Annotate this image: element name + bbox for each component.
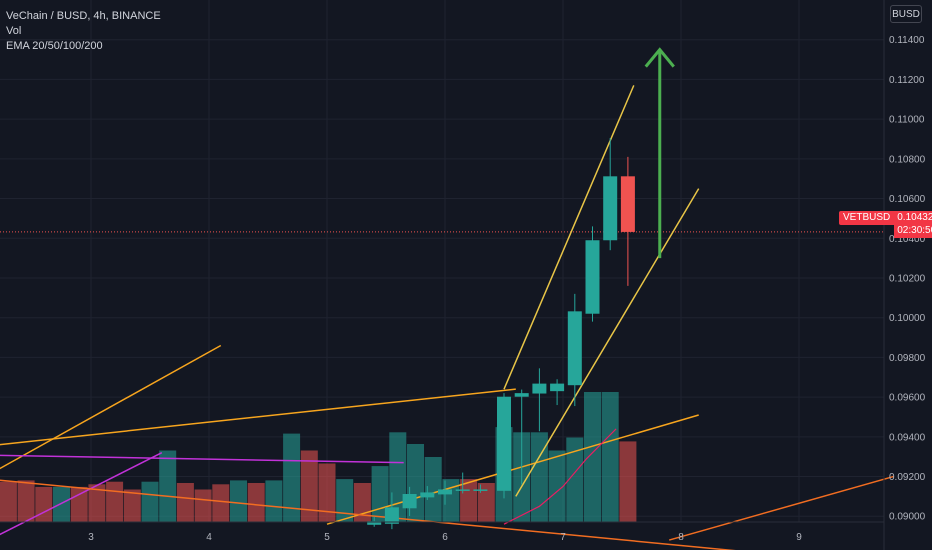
trendline <box>668 475 894 541</box>
volume-bar <box>35 486 53 522</box>
candle-body <box>567 311 582 386</box>
trendline <box>326 414 699 525</box>
price-tick-label: 0.09600 <box>889 393 926 404</box>
volume-bar <box>601 392 619 522</box>
volume-bar <box>88 484 106 522</box>
currency-button[interactable]: BUSD <box>890 5 922 23</box>
time-tick-label: 7 <box>560 532 566 543</box>
time-tick-label: 4 <box>206 532 212 543</box>
price-tick-label: 0.11000 <box>889 115 925 126</box>
last-price-countdown: 02:30:50 <box>897 225 932 236</box>
volume-bar <box>265 480 283 522</box>
price-tick-label: 0.10000 <box>889 313 926 324</box>
volume-bar <box>141 481 159 522</box>
time-tick-label: 3 <box>88 532 94 543</box>
candle-body <box>402 494 417 509</box>
price-tick-label: 0.10200 <box>889 273 926 284</box>
time-tick-label: 6 <box>442 532 448 543</box>
time-tick-label: 8 <box>678 532 684 543</box>
candle-body <box>384 507 399 524</box>
volume-bar <box>230 480 247 522</box>
volume-bar <box>548 450 566 522</box>
time-tick-label: 5 <box>324 532 330 543</box>
candle-body <box>497 396 511 491</box>
volume-bar <box>17 480 35 522</box>
volume-bar <box>283 433 301 522</box>
volume-bar <box>70 486 88 522</box>
volume-bar <box>212 484 230 522</box>
trendline <box>0 388 516 446</box>
time-tick-label: 9 <box>796 532 802 543</box>
trendline <box>0 479 736 550</box>
volume-bar <box>477 483 495 522</box>
chart-legend: VeChain / BUSD, 4h, BINANCE Vol EMA 20/5… <box>6 9 161 54</box>
candle-body <box>473 489 488 491</box>
volume-bar <box>53 486 70 522</box>
candle-body <box>532 383 547 394</box>
price-tick-label: 0.09000 <box>889 512 926 523</box>
trendlines <box>0 47 894 550</box>
volume-bar <box>389 432 407 522</box>
candlesticks <box>367 137 635 530</box>
last-price-tag: VETBUSD 0.10432 02:30:50 <box>839 211 932 238</box>
last-price-box: 0.10432 02:30:50 <box>894 211 932 238</box>
target-arrow-head <box>644 47 675 68</box>
trendline <box>0 454 404 464</box>
volume-bar <box>318 463 336 522</box>
volume-bar <box>619 441 637 522</box>
trendline <box>0 344 222 470</box>
volume-bar <box>176 483 194 522</box>
last-price-value: 0.10432 <box>897 212 932 223</box>
legend-title[interactable]: VeChain / BUSD, 4h, BINANCE <box>6 10 161 22</box>
volume-bar <box>584 392 601 522</box>
time-axis[interactable]: 3 4 5 6 7 8 9 <box>0 521 884 543</box>
volume-bar <box>530 432 548 522</box>
volume-bar <box>300 450 318 522</box>
price-tick-label: 0.10600 <box>889 194 926 205</box>
ema-line <box>503 428 617 525</box>
trendline <box>0 452 163 536</box>
price-tick-label: 0.09400 <box>889 432 926 443</box>
volume-bar <box>106 481 124 522</box>
last-price-symbol: VETBUSD <box>839 211 895 225</box>
price-tick-label: 0.10400 <box>889 234 926 245</box>
price-tick-label: 0.11200 <box>889 75 925 86</box>
volume-bar <box>159 450 177 522</box>
candle-body <box>514 393 529 397</box>
price-tick-label: 0.09200 <box>889 472 926 483</box>
trendline <box>503 85 635 390</box>
volume-bar <box>566 437 584 522</box>
volume-bar <box>0 481 17 522</box>
chart-grid <box>0 0 884 522</box>
candle-body <box>367 521 382 525</box>
candle-body <box>620 176 635 232</box>
volume-bar <box>247 483 265 522</box>
candle-body <box>455 489 470 491</box>
candle-body <box>603 176 618 241</box>
price-tick-label: 0.09800 <box>889 353 926 364</box>
legend-ema[interactable]: EMA 20/50/100/200 <box>6 40 103 52</box>
price-tick-label: 0.10800 <box>889 154 926 165</box>
candle-body <box>550 383 565 392</box>
volume-bar <box>336 479 354 522</box>
candle-body <box>420 492 435 498</box>
price-axis[interactable]: 0.11400 0.11200 0.11000 0.10800 0.10600 0.104… <box>883 0 926 550</box>
trendline <box>515 188 700 497</box>
candle-body <box>585 240 600 314</box>
price-tick-label: 0.11400 <box>889 35 925 46</box>
legend-volume[interactable]: Vol <box>6 25 22 37</box>
candle-body <box>438 489 452 495</box>
volume-bar <box>194 489 212 522</box>
volume-bar <box>123 489 141 522</box>
volume-bar <box>424 457 442 522</box>
